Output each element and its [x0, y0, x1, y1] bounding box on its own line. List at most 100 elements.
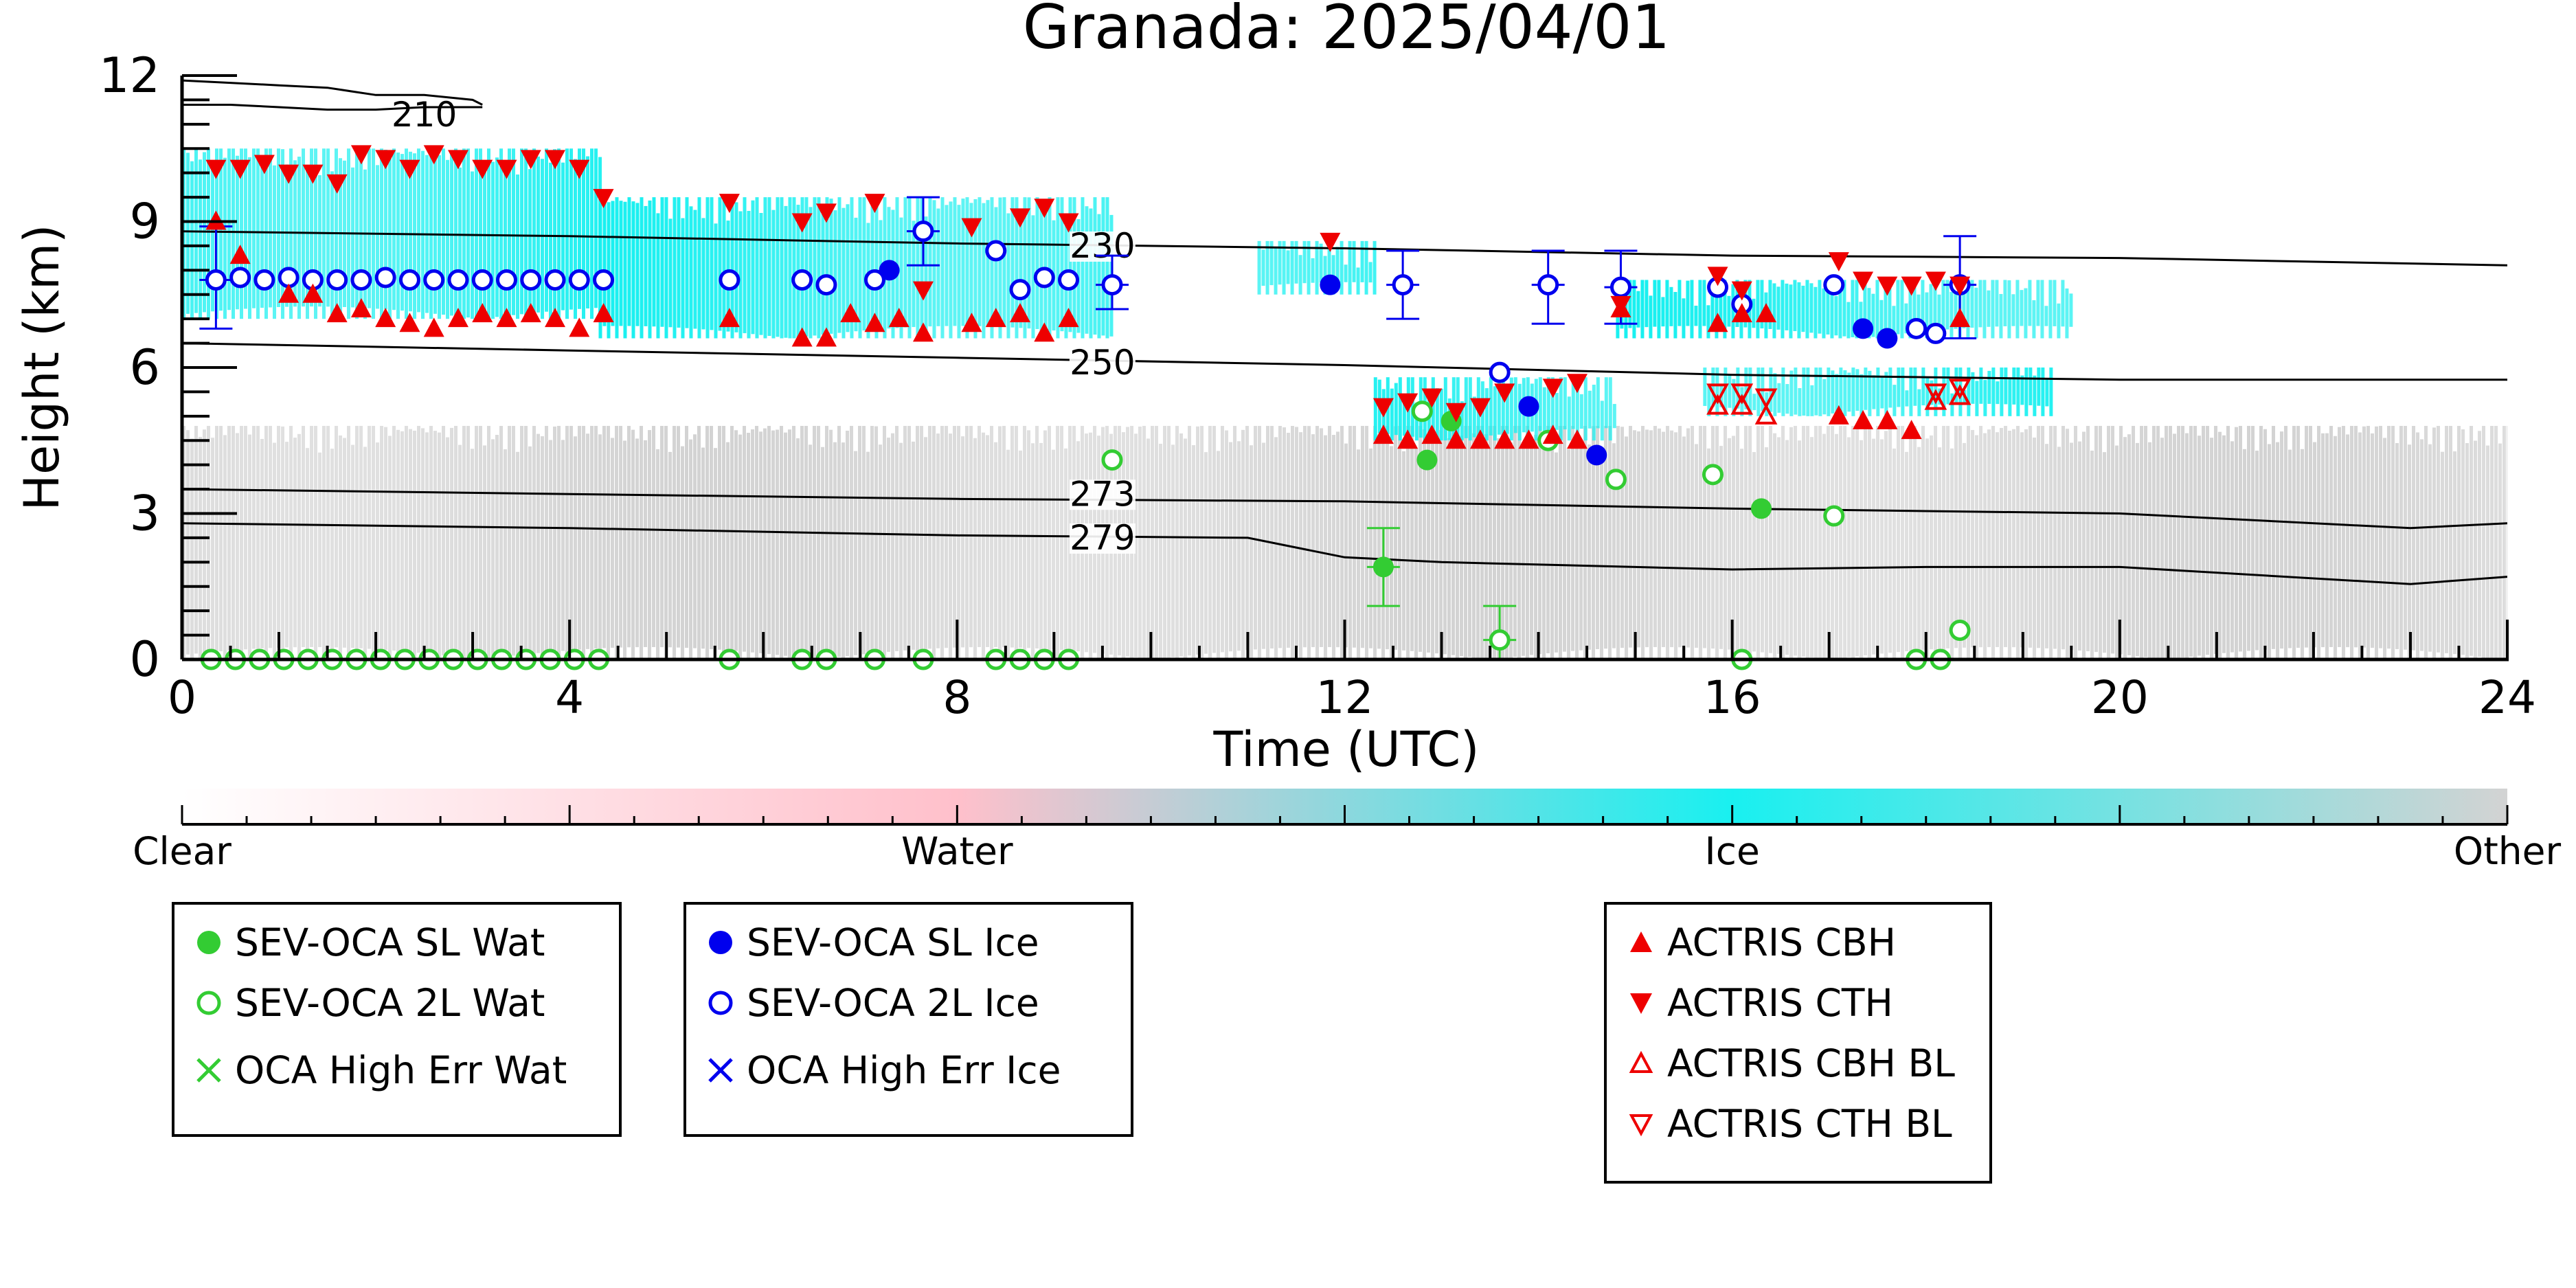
region-column: [1954, 426, 1958, 648]
region-column: [1855, 280, 1859, 339]
region-column: [516, 174, 519, 319]
region-column: [1489, 377, 1493, 436]
region-column: [1744, 426, 1748, 651]
region-column: [825, 197, 829, 339]
region-column: [454, 426, 457, 659]
region-column: [738, 434, 742, 659]
region-column: [874, 197, 879, 339]
contour-230: [182, 230, 2507, 267]
region-column: [413, 430, 416, 659]
data-point: [1397, 429, 1419, 449]
region-column: [2437, 426, 2440, 653]
region-column: [1669, 286, 1673, 326]
region-column: [1917, 294, 1921, 339]
region-column: [2445, 426, 2448, 653]
region-column: [817, 197, 821, 339]
region-column: [2432, 427, 2436, 659]
region-column: [804, 426, 808, 659]
region-column: [2210, 438, 2213, 659]
region-column: [1629, 426, 1632, 648]
region-column: [2362, 426, 2366, 648]
region-column: [227, 148, 231, 310]
region-column: [854, 217, 858, 332]
region-column: [2070, 442, 2073, 651]
region-column: [499, 426, 503, 659]
region-column: [289, 148, 293, 319]
region-column: [1822, 379, 1827, 415]
region-column: [2053, 280, 2057, 326]
region-column: [1864, 368, 1868, 410]
region-column: [1460, 401, 1464, 441]
region-column: [1946, 368, 1950, 405]
data-point: [447, 150, 468, 170]
region-column: [1978, 280, 1982, 328]
region-column: [1971, 429, 1974, 648]
region-column: [714, 448, 717, 659]
region-column: [549, 440, 552, 659]
region-column: [223, 157, 227, 319]
data-point: [302, 164, 324, 184]
region-column: [1880, 376, 1884, 409]
region-column: [1204, 452, 1208, 654]
data-point: [302, 283, 324, 303]
region-column: [1748, 368, 1752, 416]
region-column: [928, 197, 932, 327]
data-point: [1853, 271, 1874, 291]
data-point: [544, 269, 566, 291]
region-column: [1167, 426, 1171, 659]
region-column: [1505, 426, 1509, 658]
region-column: [306, 170, 309, 319]
region-column: [2169, 426, 2172, 659]
region-column: [565, 148, 569, 319]
region-column: [318, 175, 321, 307]
region-column: [211, 438, 214, 653]
region-column: [1600, 400, 1604, 441]
region-column: [347, 426, 350, 659]
region-column: [2309, 426, 2312, 659]
data-point: [229, 159, 251, 179]
region-column: [969, 426, 973, 648]
data-point: [1610, 295, 1631, 315]
region-column: [1921, 368, 1925, 406]
region-column: [1831, 426, 1834, 659]
region-column: [1740, 449, 1743, 659]
region-column: [912, 221, 916, 328]
data-point: [1823, 274, 1845, 296]
region-column: [1423, 429, 1426, 659]
region-column: [339, 158, 342, 319]
region-column: [413, 153, 416, 319]
region-column: [2206, 426, 2209, 655]
data-point: [326, 174, 348, 194]
colorbar-label-other: Other: [2454, 829, 2562, 873]
region-column: [982, 203, 986, 339]
region-column: [1633, 430, 1636, 659]
region-column: [1645, 429, 1649, 648]
region-column: [846, 204, 850, 332]
region-column: [335, 426, 338, 648]
region-column: [1563, 377, 1567, 430]
region-column: [734, 430, 738, 651]
region-column: [1702, 280, 1706, 326]
region-column: [1513, 426, 1517, 657]
region-column: [2404, 426, 2407, 650]
region-column: [392, 426, 396, 651]
region-column: [491, 161, 495, 319]
region-column: [2074, 426, 2077, 659]
region-column: [813, 197, 817, 336]
region-column: [2226, 426, 2230, 659]
region-column: [1772, 283, 1776, 339]
data-point: [593, 189, 614, 209]
data-point: [1010, 208, 1031, 228]
region-column: [1048, 426, 1051, 659]
region-column: [932, 200, 936, 339]
region-column: [2276, 442, 2279, 659]
region-column: [1765, 447, 1768, 659]
region-column: [986, 435, 989, 648]
region-column: [755, 426, 758, 659]
region-column: [648, 200, 652, 339]
region-column: [1010, 197, 1015, 328]
region-column: [1802, 368, 1806, 416]
open-circle-icon: [196, 991, 221, 1015]
region-column: [508, 426, 511, 659]
region-column: [1930, 435, 1933, 650]
